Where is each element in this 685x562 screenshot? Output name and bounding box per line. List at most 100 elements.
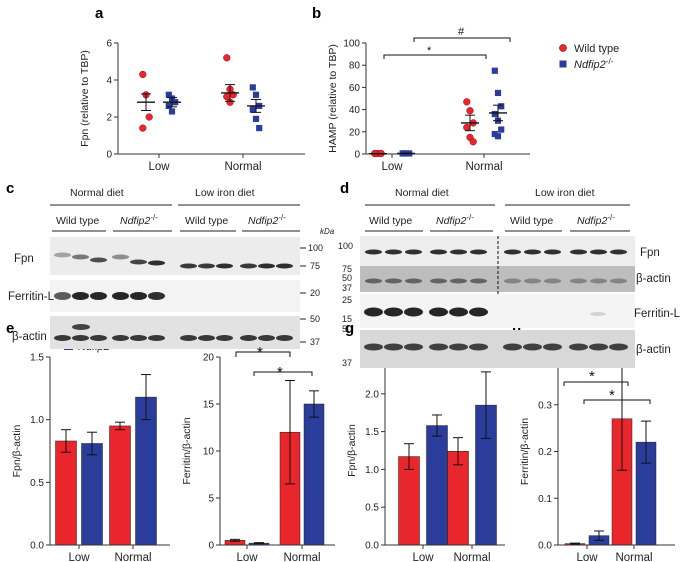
- blot-d-marker-25: 25: [342, 295, 352, 305]
- blot-d-actin2-band-5: [469, 343, 488, 351]
- blot-d-ferritin-band-2: [404, 307, 423, 317]
- blot-d-ferritin-band-3: [429, 307, 448, 317]
- bar-e-wt-0: [55, 440, 77, 546]
- x-tick-label-h-1: Normal: [615, 552, 652, 562]
- blot-c-actin-band-6: [180, 335, 197, 341]
- bar-e-wt-1: [109, 425, 131, 546]
- legend-top: Wild type Ndfip2-/-: [559, 43, 619, 71]
- blot-d-actin2-band-3: [429, 343, 448, 351]
- blot-d-row-actin1: β-actin: [636, 273, 671, 285]
- y-tick-label-b-3: 60: [349, 83, 361, 94]
- blot-d-row-actin2: β-actin: [636, 344, 671, 356]
- sig-f-bracket1: [235, 351, 291, 357]
- y-tick-label-g-3: 1.5: [365, 427, 379, 438]
- blot-d-marker-100: 100: [338, 241, 353, 251]
- blot-d-actin2-band-11: [609, 343, 628, 351]
- x-tick-label-b-1: Normal: [465, 161, 502, 173]
- blot-c-row-fpn: Fpn: [14, 253, 34, 265]
- data-point-b-wt-1-5: [469, 138, 477, 146]
- blot-d-fpn-band-7: [524, 249, 541, 255]
- x-tick-label-f-1: Normal: [283, 552, 320, 562]
- legend-wild-type-label: Wild type: [574, 43, 619, 55]
- blot-c-marker-37: 37: [310, 337, 320, 347]
- blot-c-actin-extra-band: [72, 324, 90, 330]
- bar-f-ko-1: [303, 403, 325, 546]
- data-point-a-ko-1-5: [256, 125, 263, 132]
- blot-d-actin2-band-8: [543, 343, 562, 351]
- blot-d-ferritin-band-4: [449, 307, 468, 317]
- blot-d-actin1-band-4: [450, 278, 467, 284]
- data-point-b-ko-1-0: [491, 67, 498, 74]
- data-point-a-ko-0-3: [165, 102, 172, 109]
- y-tick-label-h-0: 0.0: [538, 541, 552, 552]
- y-tick-label-f-0: 0: [208, 541, 214, 552]
- blot-d-actin1-band-1: [385, 278, 402, 284]
- blot-c-actin-band-3: [112, 335, 129, 341]
- legend-ndfip2-label: Ndfip2-/-: [574, 57, 614, 71]
- western-blot-d: Normal diet Low iron diet Wild type Ndfi…: [338, 187, 681, 368]
- x-tick-label-h-0: Low: [576, 552, 598, 562]
- blot-c-marker-75: 75: [310, 261, 320, 271]
- blot-d-marker-37a: 37: [342, 283, 352, 293]
- blot-c-wt2-label: Wild type: [185, 215, 228, 227]
- y-axis-label-f: Ferritin/β-actin: [181, 417, 193, 484]
- panel-label-h: h: [512, 320, 521, 337]
- x-tick-label-e-0: Low: [68, 552, 90, 562]
- data-point-a-wt-0-2: [145, 113, 153, 121]
- x-tick-label-g-0: Low: [412, 552, 434, 562]
- western-blot-c: Normal diet Low iron diet Wild type Ndfi…: [8, 187, 335, 349]
- data-point-b-ko-1-3: [491, 110, 498, 118]
- significance-f: * *: [235, 344, 313, 381]
- panel-label-a: a: [95, 5, 104, 22]
- blot-d-actin2-band-6: [503, 343, 522, 351]
- chart-h: 0.00.10.20.30.4LowNormalFerritin/β-actin: [519, 354, 675, 562]
- blot-c-actin-band-8: [216, 335, 233, 341]
- blot-d-bands: [364, 249, 628, 351]
- blot-d-actin2-band-10: [589, 343, 608, 351]
- blot-d-actin2-band-7: [523, 343, 542, 351]
- data-point-b-ko-1-2: [498, 103, 505, 110]
- data-point-b-ko-1-1: [494, 89, 502, 97]
- blot-c-normal-diet-label: Normal diet: [70, 187, 124, 199]
- panel-label-g: g: [345, 320, 354, 337]
- blot-d-low-diet-label: Low iron diet: [535, 187, 595, 199]
- blot-d-actin1-band-7: [524, 278, 541, 284]
- blot-d-actin1-band-5: [470, 278, 487, 284]
- blot-d-fpn-band-2: [405, 249, 422, 255]
- blot-d-fpn-band-11: [610, 249, 627, 255]
- blot-d-fpn-band-0: [365, 249, 382, 255]
- data-point-a-ko-0-4: [168, 108, 176, 115]
- data-point-b-wt-1-3: [463, 123, 471, 131]
- blot-c-fpn-band-9: [240, 263, 257, 269]
- y-tick-label-e-3: 1.5: [30, 353, 44, 364]
- blot-c-fpn-band-4: [130, 259, 147, 265]
- sig-f-star2: *: [277, 364, 283, 381]
- blot-d-fpn-band-8: [544, 249, 561, 255]
- y-tick-label-g-0: 0.0: [365, 541, 379, 552]
- y-axis-label-a: Fpn (relative to TBP): [79, 50, 91, 147]
- sig-b-hash-bracket: [413, 37, 511, 42]
- y-tick-label-f-4: 20: [203, 353, 215, 364]
- y-tick-label-e-2: 1.0: [30, 415, 44, 426]
- blot-c-kda: kDa: [320, 227, 335, 236]
- sig-h-star2: *: [609, 387, 615, 404]
- blot-c-marker-100: 100: [308, 243, 323, 253]
- y-tick-label-g-2: 1.0: [365, 465, 379, 476]
- blot-d-fpn-band-4: [450, 249, 467, 255]
- blot-d-actin2-band-2: [404, 343, 423, 351]
- y-tick-label-g-4: 2.0: [365, 389, 379, 400]
- blot-d-ferritin-band-1: [384, 307, 403, 317]
- blot-d-actin1-band-10: [590, 278, 607, 284]
- y-axis-label-g: Fpn/β-actin: [346, 424, 358, 477]
- sig-h-bracket2: [583, 399, 651, 404]
- x-tick-label-a-1: Normal: [224, 161, 261, 173]
- y-axis-label-h: Ferritin/β-actin: [519, 418, 531, 485]
- y-tick-label-b-5: 100: [343, 39, 360, 50]
- chart-e: 0.0 0.5 1.0 1.5 Low Normal Fpn/β-actin: [11, 353, 170, 562]
- blot-d-actin2-band-0: [364, 343, 383, 351]
- chart-b: 0 20 40 60 80 100 Low Normal HAMP (relative to T…: [327, 39, 530, 173]
- data-point-a-ko-1-0: [249, 84, 256, 91]
- blot-d-actin2-band-1: [384, 343, 403, 351]
- panel-label-d: d: [340, 180, 349, 197]
